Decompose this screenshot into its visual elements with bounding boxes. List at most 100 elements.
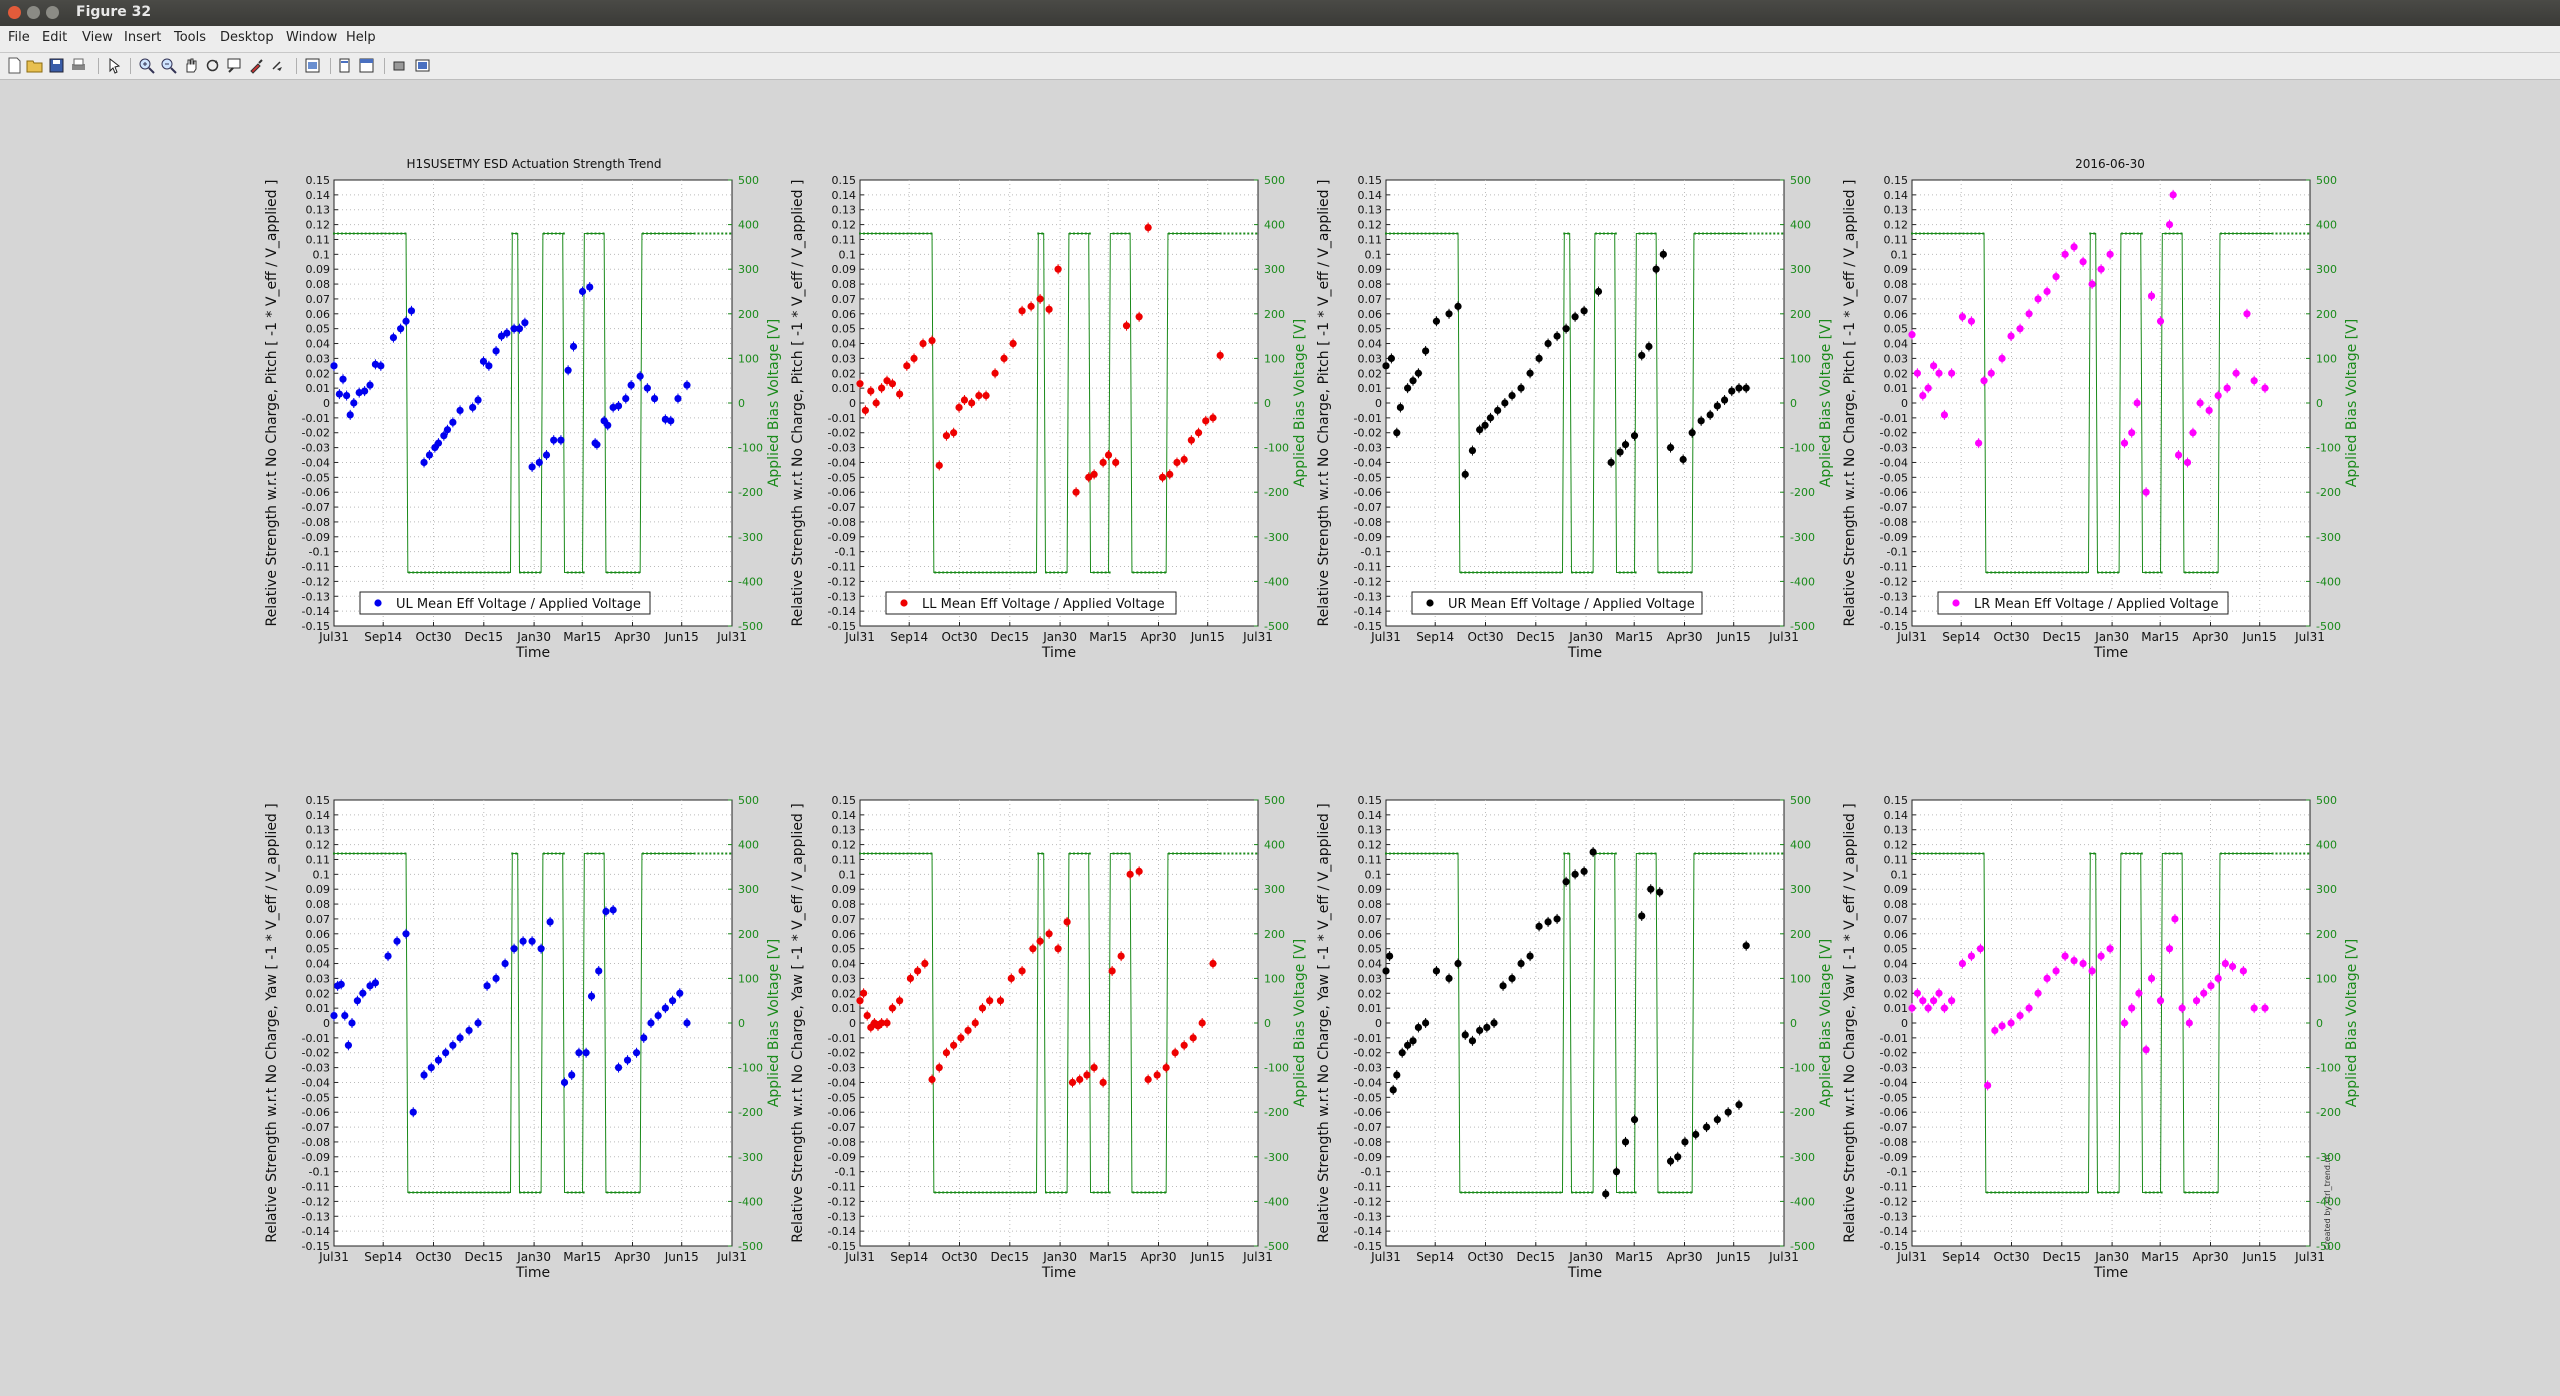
dock-icon[interactable] xyxy=(392,57,409,74)
bias-voltage-marker xyxy=(420,1191,423,1194)
data-point xyxy=(1216,351,1224,360)
bias-voltage-marker xyxy=(1108,1191,1111,1194)
bias-voltage-marker xyxy=(1179,852,1182,855)
menu-insert[interactable]: Insert xyxy=(124,30,162,45)
bias-voltage-marker xyxy=(2010,1191,2013,1194)
y2-tick-label: 500 xyxy=(738,794,759,807)
pointer-icon[interactable] xyxy=(106,57,123,74)
data-point xyxy=(2135,989,2143,997)
bias-voltage-marker xyxy=(570,571,573,574)
bias-voltage-marker xyxy=(1076,232,1079,235)
bias-voltage-marker xyxy=(1392,232,1395,235)
data-point xyxy=(2223,384,2231,392)
menu-desktop[interactable]: Desktop xyxy=(220,30,274,45)
menu-view[interactable]: View xyxy=(82,30,113,45)
y-tick-label: -0.03 xyxy=(1880,1062,1908,1075)
zoom-out-icon[interactable] xyxy=(160,57,177,74)
menu-help[interactable]: Help xyxy=(346,30,376,45)
menu-window[interactable]: Window xyxy=(286,30,338,45)
bias-voltage-marker xyxy=(874,232,877,235)
y-tick-label: -0.1 xyxy=(835,1166,856,1179)
new-figure-icon[interactable] xyxy=(6,57,23,74)
data-point xyxy=(1630,1116,1639,1124)
legend-icon[interactable] xyxy=(336,57,353,74)
y2-tick-label: 100 xyxy=(738,972,759,985)
x-tick-label: Mar15 xyxy=(2141,630,2179,644)
y-tick-label: 0.07 xyxy=(1358,293,1383,306)
bias-voltage-marker xyxy=(1412,852,1415,855)
close-icon[interactable] xyxy=(8,6,21,19)
data-point xyxy=(1724,1108,1732,1116)
data-point xyxy=(1638,912,1646,920)
bias-voltage-marker xyxy=(1914,852,1917,855)
bias-voltage-marker xyxy=(2168,852,2171,855)
data-point xyxy=(2174,451,2183,459)
y2-tick-label: -200 xyxy=(1790,1106,1815,1119)
bias-voltage-marker xyxy=(1388,232,1391,235)
menu-tools[interactable]: Tools xyxy=(174,30,207,45)
maximize-icon[interactable] xyxy=(46,6,59,19)
bias-voltage-marker xyxy=(1523,1191,1526,1194)
data-point xyxy=(1144,1075,1152,1084)
data-cursor-icon[interactable] xyxy=(226,57,243,74)
hide-tools-icon[interactable] xyxy=(358,57,375,74)
minimize-icon[interactable] xyxy=(27,6,40,19)
bias-voltage-marker xyxy=(1938,232,1941,235)
bias-voltage-marker xyxy=(1049,1191,1052,1194)
data-point xyxy=(2106,250,2114,258)
bias-voltage-marker xyxy=(1080,852,1083,855)
bias-voltage-marker xyxy=(1682,571,1685,574)
brush-icon[interactable] xyxy=(248,57,265,74)
y-tick-label: 0.01 xyxy=(306,1002,331,1015)
x-tick-label: Apr30 xyxy=(614,1250,650,1264)
data-point xyxy=(2243,310,2251,318)
link-icon[interactable] xyxy=(268,57,285,74)
y2-tick-label: 400 xyxy=(1790,839,1811,852)
bias-voltage-marker xyxy=(2216,1191,2219,1194)
data-point xyxy=(2070,243,2078,251)
bias-voltage-marker xyxy=(2069,571,2072,574)
zoom-in-icon[interactable] xyxy=(138,57,155,74)
bias-voltage-marker xyxy=(2073,571,2076,574)
bias-voltage-marker xyxy=(1025,571,1028,574)
data-point xyxy=(582,1049,590,1057)
y-tick-label: 0.07 xyxy=(832,293,857,306)
bias-voltage-marker xyxy=(1575,1191,1578,1194)
data-point xyxy=(569,342,578,351)
bias-voltage-marker xyxy=(2061,1191,2064,1194)
print-icon[interactable] xyxy=(70,57,87,74)
colorbar-icon[interactable] xyxy=(304,57,321,74)
y-tick-label: -0.01 xyxy=(1354,412,1382,425)
data-point xyxy=(2261,1004,2269,1012)
rotate-icon[interactable] xyxy=(204,57,221,74)
save-icon[interactable] xyxy=(48,57,65,74)
undock-icon[interactable] xyxy=(414,57,431,74)
y-tick-label: -0.02 xyxy=(1354,1047,1382,1060)
data-point xyxy=(602,907,610,916)
bias-voltage-marker xyxy=(2002,1191,2005,1194)
data-point xyxy=(1702,1123,1711,1131)
open-icon[interactable] xyxy=(26,57,43,74)
bias-voltage-marker xyxy=(1690,1191,1693,1194)
y2-tick-label: 0 xyxy=(2316,1017,2323,1030)
menu-file[interactable]: File xyxy=(8,30,30,45)
pan-icon[interactable] xyxy=(182,57,199,74)
bias-voltage-marker xyxy=(1725,232,1728,235)
data-point xyxy=(955,403,963,412)
bias-voltage-marker xyxy=(1132,571,1135,574)
data-point xyxy=(1948,997,1956,1005)
y2-tick-label: 500 xyxy=(738,174,759,187)
bias-voltage-marker xyxy=(981,1191,984,1194)
bias-voltage-marker xyxy=(333,852,335,855)
bias-voltage-marker xyxy=(1694,232,1697,235)
data-point xyxy=(528,937,536,945)
y-tick-label: -0.05 xyxy=(302,1091,330,1104)
bias-voltage-marker xyxy=(890,852,893,855)
y-tick-label: 0.08 xyxy=(1884,898,1909,911)
data-point xyxy=(878,1019,886,1027)
bias-voltage-marker xyxy=(866,852,869,855)
bias-voltage-marker xyxy=(1219,232,1222,235)
menu-edit[interactable]: Edit xyxy=(42,30,68,45)
bias-voltage-marker xyxy=(985,571,988,574)
bias-voltage-marker xyxy=(1670,1191,1673,1194)
